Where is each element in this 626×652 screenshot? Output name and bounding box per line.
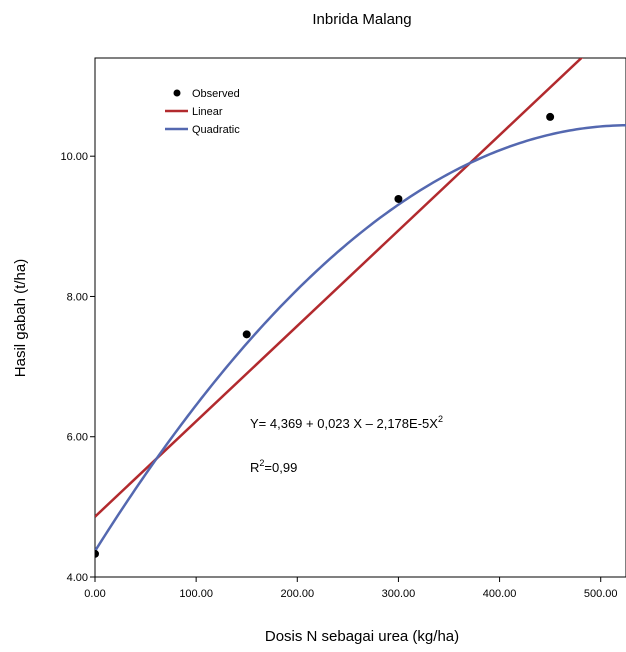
y-axis-label: Hasil gabah (t/ha) — [12, 259, 29, 377]
plot-frame — [94, 57, 626, 578]
r-squared-annotation: R2=0,99 — [250, 458, 297, 475]
legend-linear-label: Linear — [192, 106, 223, 118]
x-tick-label: 500.00 — [584, 588, 618, 600]
y-tick-label: 10.00 — [60, 151, 88, 163]
x-tick-label: 200.00 — [280, 588, 314, 600]
x-tick-label: 300.00 — [382, 588, 416, 600]
x-tick-label: 0.00 — [84, 588, 105, 600]
legend: Observed Linear Quadratic — [165, 88, 240, 136]
series-observed-points — [95, 112, 555, 558]
observed-point — [394, 194, 403, 203]
legend-observed-marker — [173, 89, 181, 97]
series-quadratic-curve — [95, 124, 626, 552]
y-axis: 4.00 6.00 8.00 10.00 — [60, 151, 95, 584]
chart-title: Inbrida Malang — [312, 11, 411, 28]
legend-quadratic-label: Quadratic — [192, 124, 240, 136]
y-tick-label: 8.00 — [67, 291, 88, 303]
y-tick-label: 4.00 — [67, 572, 88, 584]
x-tick-label: 100.00 — [179, 588, 213, 600]
legend-observed-label: Observed — [192, 88, 240, 100]
x-axis: 0.00 100.00 200.00 300.00 400.00 500.00 — [84, 577, 618, 600]
y-tick-label: 6.00 — [67, 432, 88, 444]
series-linear-line — [95, 58, 584, 518]
observed-point — [95, 549, 99, 558]
equation-annotation: Y= 4,369 + 0,023 X – 2,178E-5X2 — [250, 414, 443, 431]
observed-point — [546, 112, 555, 121]
observed-point — [242, 330, 251, 339]
x-axis-label: Dosis N sebagai urea (kg/ha) — [265, 628, 459, 645]
x-tick-label: 400.00 — [483, 588, 517, 600]
